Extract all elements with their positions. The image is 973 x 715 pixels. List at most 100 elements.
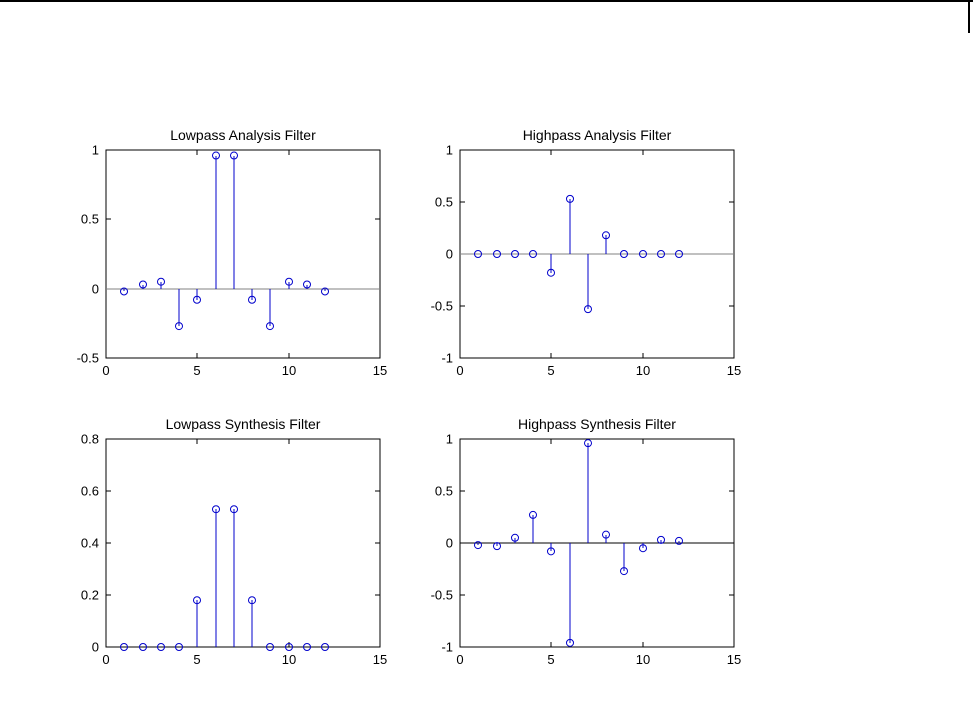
- stem-marker: [321, 643, 329, 651]
- stem-marker: [303, 280, 311, 289]
- y-tick-label: -0.5: [431, 588, 453, 603]
- y-tick-label: 0.5: [81, 212, 99, 227]
- stem-marker: [248, 295, 256, 304]
- stem-marker: [212, 505, 220, 514]
- y-tick-label: 1: [446, 143, 453, 158]
- stem-marker: [285, 277, 293, 286]
- stem-marker: [230, 505, 238, 514]
- subplot-highpass-synthesis-filter: Highpass Synthesis Filter 0 5 10 15 -1 -0.5 0 0…: [414, 411, 754, 675]
- stem-marker: [493, 250, 501, 258]
- page-top-border: [0, 0, 973, 2]
- x-tick-label: 10: [636, 363, 650, 378]
- stem-marker: [266, 643, 274, 651]
- x-tick-label: 5: [193, 652, 200, 667]
- stem-marker: [157, 277, 165, 286]
- stem-marker: [511, 250, 519, 258]
- x-tick-label: 15: [373, 652, 387, 667]
- stem-plot-canvas: 0 5 10 15 -1 -0.5 0 0.5 1: [431, 143, 742, 379]
- plot-title: Lowpass Synthesis Filter: [165, 416, 321, 432]
- subplot-lowpass-analysis-filter: Lowpass Analysis Filter 0 5 10 15 -0.5 0 0.5 1: [60, 122, 400, 386]
- x-tick-label: 5: [547, 363, 554, 378]
- stem-marker: [675, 536, 683, 545]
- stem-marker: [602, 231, 610, 240]
- x-tick-label: 0: [456, 363, 463, 378]
- stem-marker: [547, 547, 555, 556]
- stem-marker: [230, 151, 238, 160]
- stem-marker: [120, 287, 128, 296]
- stem-marker: [529, 510, 537, 519]
- y-tick-label: -1: [441, 640, 453, 655]
- x-tick-label: 5: [547, 652, 554, 667]
- x-tick-label: 10: [282, 363, 296, 378]
- y-tick-label: 0: [92, 282, 99, 297]
- stem-marker: [474, 250, 482, 258]
- stem-marker: [321, 287, 329, 296]
- y-tick-label: 0: [446, 247, 453, 262]
- x-tick-label: 0: [102, 652, 109, 667]
- stem-marker: [120, 643, 128, 651]
- stem-marker: [639, 250, 647, 258]
- plot-title: Highpass Synthesis Filter: [518, 416, 676, 432]
- x-tick-label: 0: [456, 652, 463, 667]
- subplot-highpass-analysis-filter: Highpass Analysis Filter 0 5 10 15 -1 -0.5 0 0.…: [414, 122, 754, 386]
- y-tick-label: 1: [92, 143, 99, 158]
- stem-marker: [566, 638, 574, 647]
- stem-marker: [193, 295, 201, 304]
- x-tick-label: 10: [282, 652, 296, 667]
- subplot-lowpass-synthesis-filter: Lowpass Synthesis Filter 0 5 10 15 0 0.2 0.4 0.…: [60, 411, 400, 675]
- stem-marker: [675, 250, 683, 258]
- stem-marker: [266, 322, 274, 331]
- stem-marker: [566, 194, 574, 203]
- stem-marker: [212, 151, 220, 160]
- x-tick-label: 5: [193, 363, 200, 378]
- x-tick-label: 15: [727, 363, 741, 378]
- stem-marker: [303, 643, 311, 651]
- stem-marker: [584, 439, 592, 448]
- y-tick-label: 0.8: [81, 432, 99, 447]
- stem-plot-canvas: 0 5 10 15-0.500.51: [77, 143, 388, 379]
- y-tick-label: -1: [441, 351, 453, 366]
- stem-marker: [193, 596, 201, 605]
- stem-marker: [620, 250, 628, 258]
- stem-marker: [657, 250, 665, 258]
- stem-marker: [248, 596, 256, 605]
- y-tick-label: 0.5: [435, 484, 453, 499]
- y-tick-label: 0.2: [81, 588, 99, 603]
- stem-marker: [139, 643, 147, 651]
- x-tick-label: 15: [373, 363, 387, 378]
- stem-marker: [639, 544, 647, 553]
- stem-marker: [493, 542, 501, 551]
- stem-marker: [157, 643, 165, 651]
- plot-title: Highpass Analysis Filter: [522, 127, 672, 143]
- stem-marker: [584, 305, 592, 314]
- stem-marker: [285, 643, 293, 651]
- stem-marker: [175, 643, 183, 651]
- stem-marker: [547, 268, 555, 277]
- y-tick-label: 0.5: [435, 195, 453, 210]
- stem-plot-canvas: 0 5 10 15 0 0.2 0.4 0.6 0.8: [81, 432, 387, 668]
- x-tick-label: 10: [636, 652, 650, 667]
- x-tick-label: 0: [102, 363, 109, 378]
- stem-marker: [511, 533, 519, 542]
- y-tick-label: 0: [92, 640, 99, 655]
- y-tick-label: 0: [446, 536, 453, 551]
- stem-marker: [529, 250, 537, 258]
- y-tick-label: 0.6: [81, 484, 99, 499]
- stem-plot-canvas: 0 5 10 15 -1 -0.5 0 0.5 1: [431, 432, 742, 668]
- plot-frame: [105, 438, 381, 648]
- stem-marker: [657, 535, 665, 544]
- stem-marker: [474, 541, 482, 550]
- plot-title: Lowpass Analysis Filter: [170, 127, 316, 143]
- plot-frame: [105, 149, 381, 359]
- x-tick-label: 15: [727, 652, 741, 667]
- y-tick-label: -0.5: [77, 351, 99, 366]
- stem-marker: [620, 567, 628, 576]
- page-corner-line: [968, 0, 970, 33]
- stem-marker: [139, 280, 147, 289]
- stem-marker: [602, 530, 610, 539]
- y-tick-label: 0.4: [81, 536, 99, 551]
- y-tick-label: 1: [446, 432, 453, 447]
- stem-marker: [175, 322, 183, 331]
- y-tick-label: -0.5: [431, 299, 453, 314]
